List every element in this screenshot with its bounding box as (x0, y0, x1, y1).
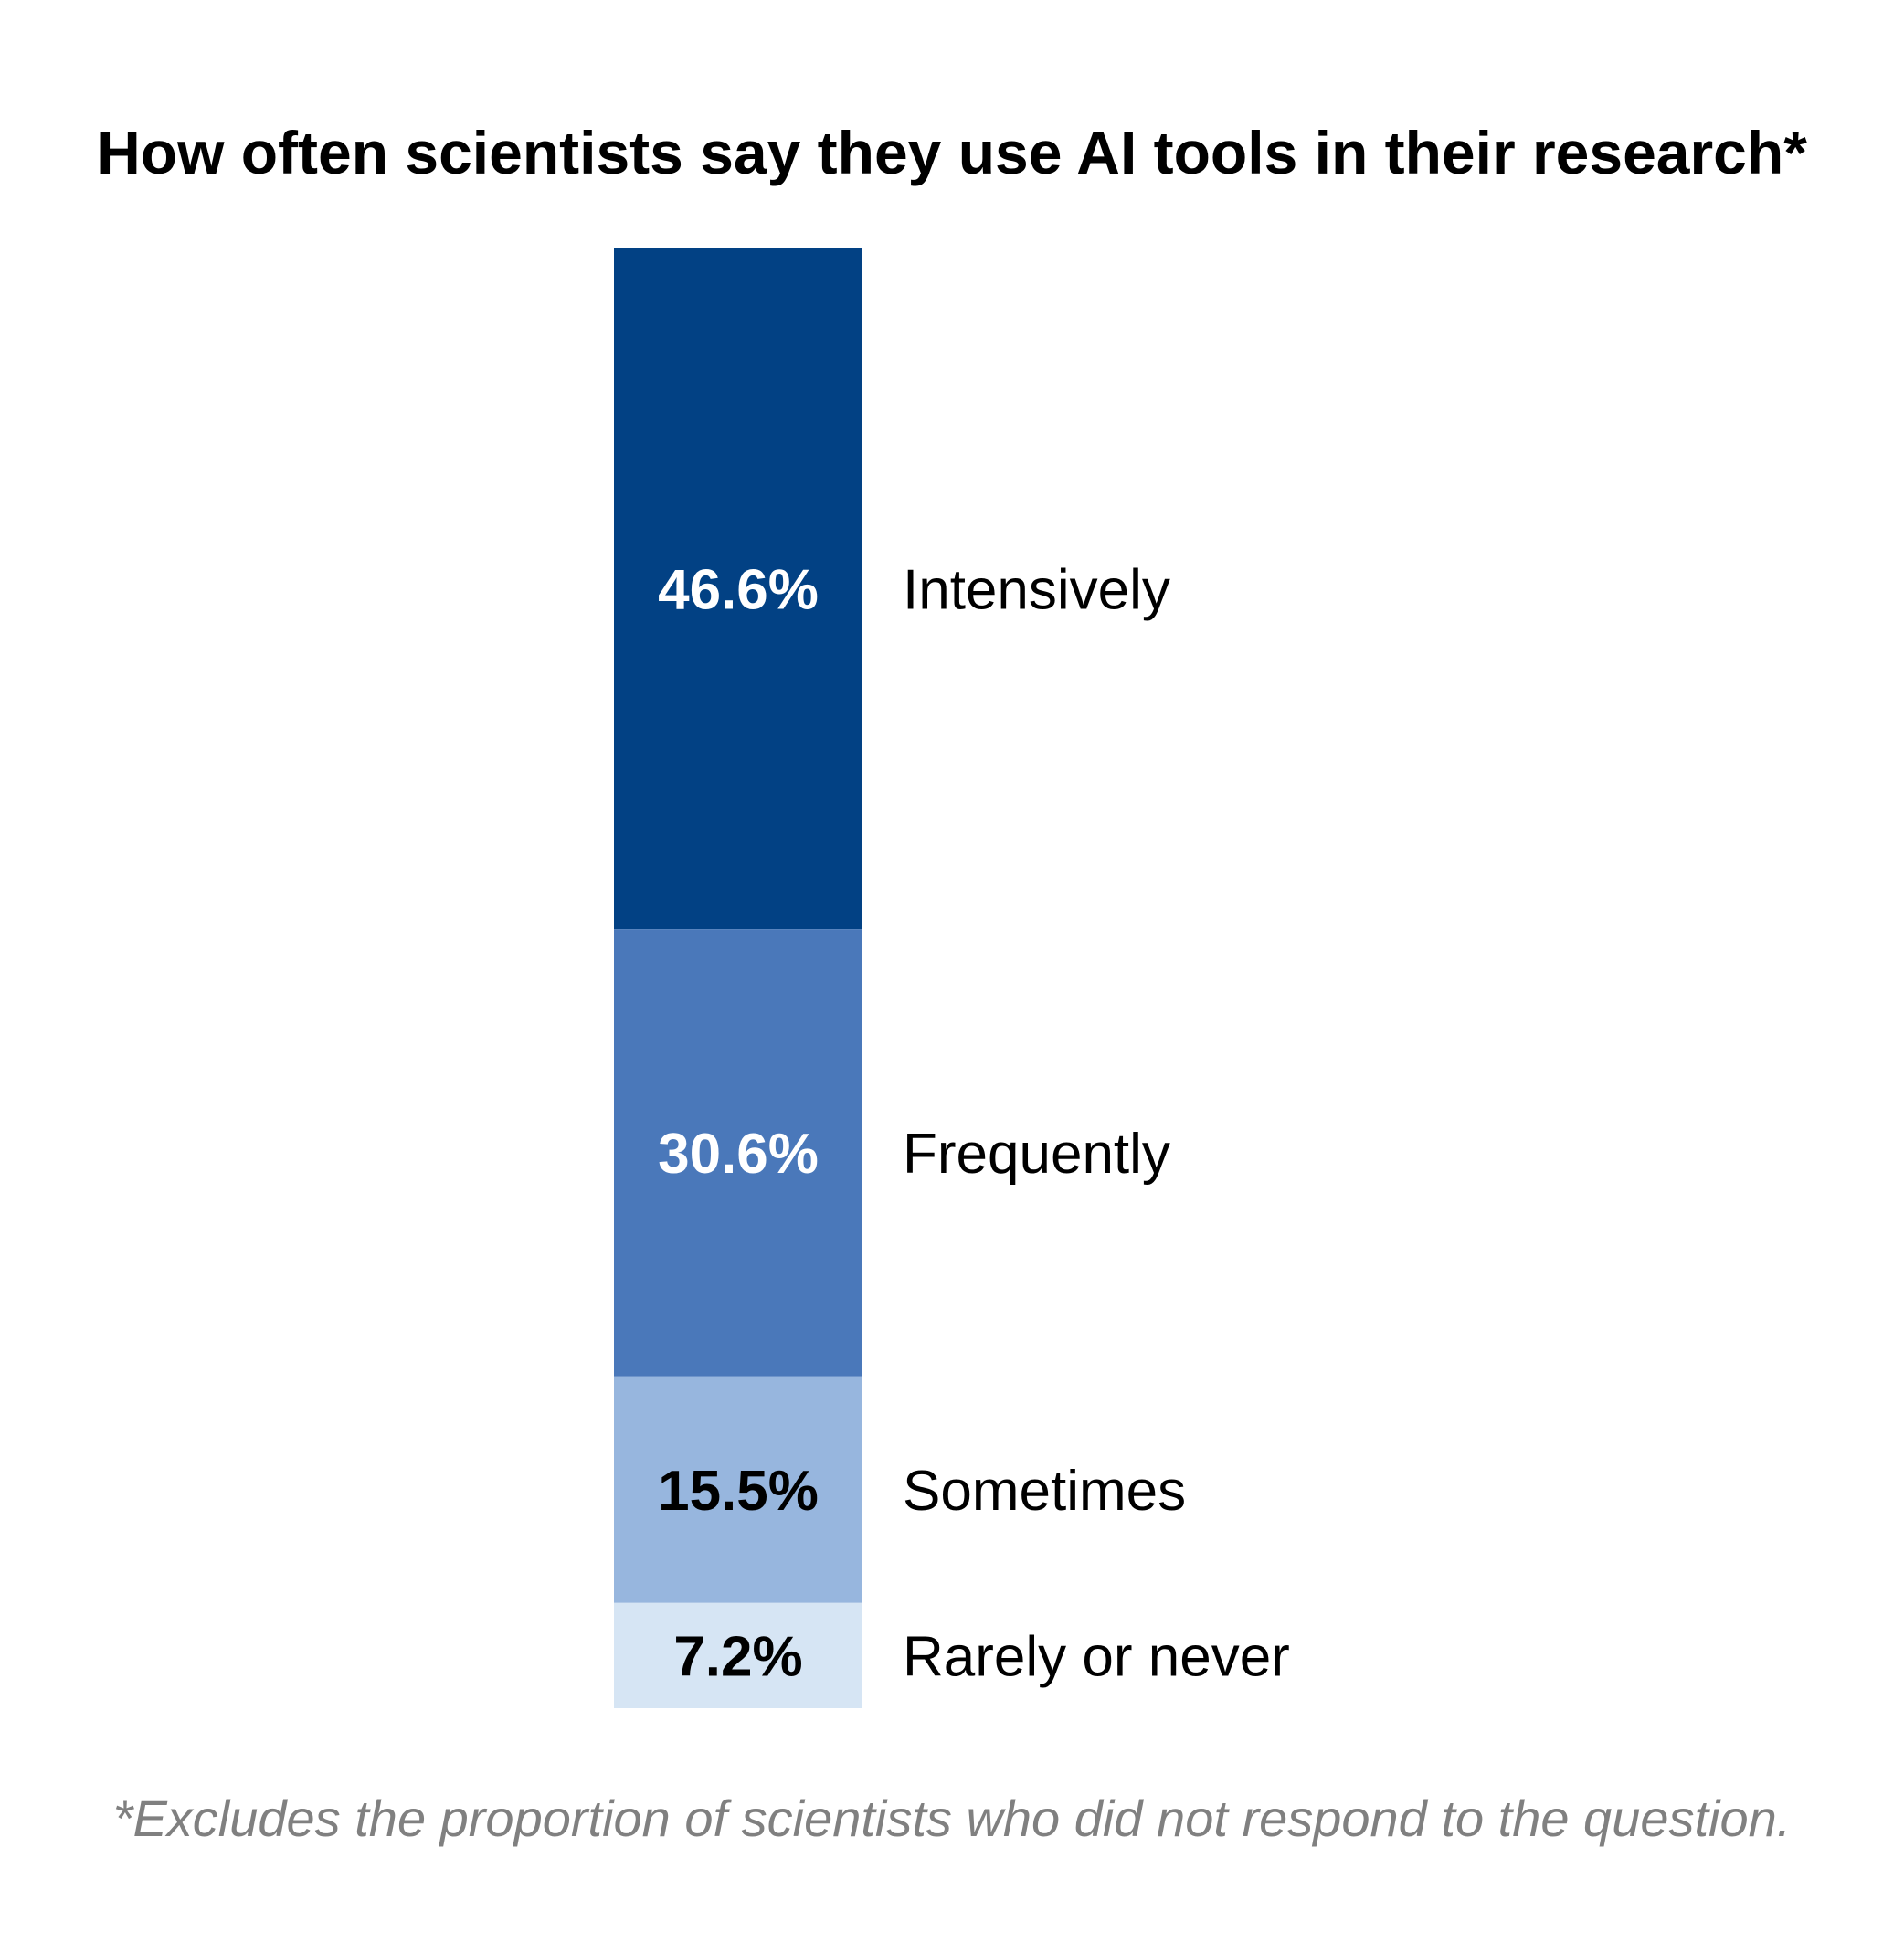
bar-segment-intensively (614, 248, 862, 930)
category-label: Sometimes (903, 1460, 1186, 1523)
chart-footnote: *Excludes the proportion of scientists w… (113, 1789, 1792, 1847)
value-label: 15.5% (658, 1460, 819, 1523)
category-label: Rarely or never (903, 1625, 1290, 1688)
stacked-bar: 46.6% Intensively 30.6% Frequently 15.5% Some… (614, 248, 1290, 1708)
value-label: 7.2% (673, 1625, 802, 1688)
category-label: Frequently (903, 1123, 1170, 1186)
chart-title: How often scientists say they use AI too… (97, 119, 1807, 186)
bar-segment-frequently (614, 929, 862, 1377)
bar-segment-sometimes (614, 1376, 862, 1603)
category-label: Intensively (903, 558, 1170, 621)
bar-segment-rarely-or-never (614, 1602, 862, 1708)
value-label: 30.6% (658, 1123, 819, 1186)
value-label: 46.6% (658, 558, 819, 621)
